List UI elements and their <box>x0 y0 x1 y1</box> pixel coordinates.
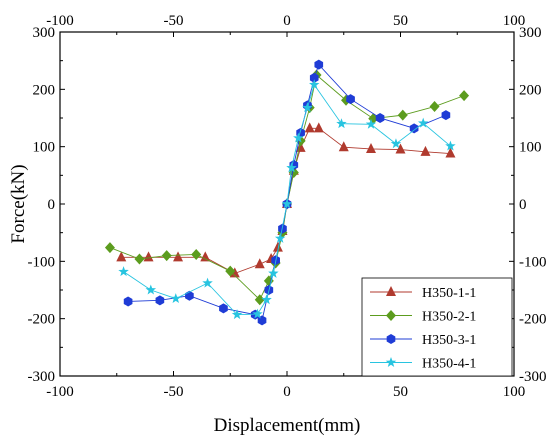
legend-label: H350-1-1 <box>422 286 476 301</box>
y-tick-label-left: 0 <box>48 197 56 213</box>
data-point <box>338 141 349 152</box>
legend-item: H350-3-1 <box>370 333 476 348</box>
data-point <box>375 113 385 123</box>
legend-marker <box>386 334 396 344</box>
data-point <box>170 293 181 304</box>
series-line <box>109 74 465 301</box>
data-point <box>395 143 406 154</box>
data-point <box>409 123 419 134</box>
data-point <box>304 122 315 133</box>
legend-label: H350-4-1 <box>422 357 476 372</box>
data-point <box>219 303 228 314</box>
data-point <box>145 284 157 295</box>
data-point <box>268 267 279 278</box>
data-point <box>231 309 243 320</box>
y-tick-label-left: 100 <box>33 140 56 156</box>
data-point <box>200 251 211 262</box>
x-tick-label-top: -50 <box>164 13 184 29</box>
x-tick-label-top: 100 <box>503 13 526 29</box>
data-point <box>445 140 456 151</box>
y-tick-label-left: 200 <box>33 82 56 98</box>
legend-item: H350-2-1 <box>370 310 476 325</box>
series-layer <box>104 59 470 326</box>
legend-marker <box>386 286 396 296</box>
data-point <box>390 138 402 149</box>
data-point <box>202 277 213 288</box>
data-point <box>445 147 456 158</box>
data-point <box>123 296 133 307</box>
data-point <box>313 122 324 133</box>
legend-item: H350-4-1 <box>370 357 476 372</box>
y-axis-title: Force(kN) <box>8 164 29 243</box>
data-point <box>161 250 172 262</box>
data-point <box>104 242 115 254</box>
data-point <box>155 295 165 306</box>
legend-marker <box>385 357 397 367</box>
data-point <box>225 265 236 277</box>
data-point <box>365 142 376 153</box>
data-point <box>346 94 355 105</box>
data-point <box>261 294 272 305</box>
data-point <box>134 253 145 265</box>
data-point <box>302 102 313 113</box>
data-point <box>143 251 154 262</box>
y-tick-label-right: 200 <box>519 82 542 98</box>
y-tick-label-right: -100 <box>519 254 547 270</box>
x-tick-label-top: 0 <box>283 13 291 29</box>
y-tick-label-right: -200 <box>519 312 547 328</box>
data-point <box>365 118 377 129</box>
legend-label: H350-2-1 <box>422 310 476 325</box>
data-point <box>309 72 319 83</box>
data-point <box>274 232 286 243</box>
y-tick-label-right: 100 <box>519 140 542 156</box>
y-tick-label-left: 300 <box>33 25 56 41</box>
y-tick-label-right: 0 <box>519 197 527 213</box>
data-point <box>314 59 324 70</box>
data-point <box>441 110 451 121</box>
series-H350-4-1 <box>118 79 456 320</box>
data-point <box>459 90 470 102</box>
data-point <box>286 162 297 173</box>
y-tick-label-left: -300 <box>28 369 56 385</box>
legend-label: H350-3-1 <box>422 333 476 348</box>
data-point <box>116 251 127 262</box>
x-tick-label-top: -100 <box>46 13 74 29</box>
data-point <box>252 308 263 319</box>
y-tick-label-left: -200 <box>28 312 56 328</box>
x-tick-label-top: 50 <box>393 13 408 29</box>
data-point <box>272 241 283 252</box>
legend-item: H350-1-1 <box>370 286 476 301</box>
x-tick-label-bottom: 0 <box>283 384 291 400</box>
y-tick-label-left: -100 <box>28 254 56 270</box>
x-axis-title: Displacement(mm) <box>214 415 361 436</box>
series-H350-3-1 <box>123 59 451 326</box>
data-point <box>229 267 240 278</box>
data-point <box>309 79 320 90</box>
x-tick-label-bottom: -100 <box>46 384 74 400</box>
data-point <box>295 141 306 152</box>
data-point <box>417 117 429 128</box>
x-tick-label-bottom: 50 <box>393 384 408 400</box>
data-point <box>293 132 304 143</box>
data-point <box>397 109 408 121</box>
data-point <box>281 198 293 209</box>
data-point <box>254 258 265 269</box>
data-point <box>191 248 202 260</box>
legend: H350-1-1 H350-2-1 H350-3-1 H350-4-1 <box>361 277 513 377</box>
y-tick-label-right: 300 <box>519 25 542 41</box>
legend-marker <box>386 310 396 321</box>
data-point <box>118 266 129 277</box>
y-tick-label-right: -300 <box>519 369 547 385</box>
data-point <box>336 118 347 129</box>
series-H350-2-1 <box>104 69 470 306</box>
data-point <box>173 251 184 262</box>
x-tick-label-bottom: -50 <box>164 384 184 400</box>
data-point <box>254 294 265 306</box>
data-point <box>420 145 431 156</box>
x-tick-label-bottom: 100 <box>503 384 526 400</box>
data-point <box>429 101 440 113</box>
